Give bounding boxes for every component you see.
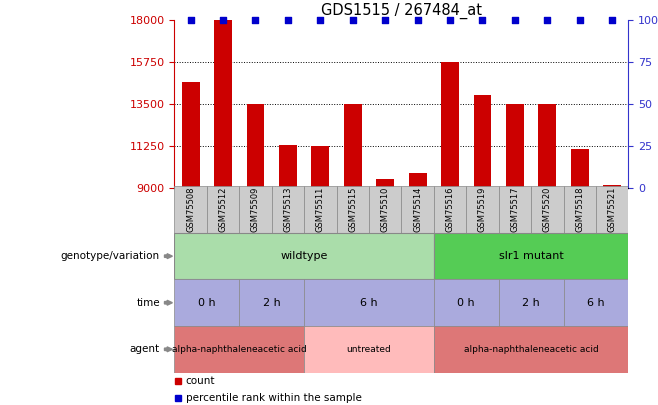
Point xyxy=(347,17,358,23)
Text: 0 h: 0 h xyxy=(457,298,475,308)
Bar xyxy=(214,20,232,188)
Bar xyxy=(441,62,459,188)
Bar xyxy=(409,173,426,188)
Point xyxy=(250,17,261,23)
Bar xyxy=(240,279,304,326)
Text: GSM75512: GSM75512 xyxy=(218,187,228,232)
Bar xyxy=(499,186,531,233)
Text: 2 h: 2 h xyxy=(263,298,280,308)
Bar xyxy=(247,104,265,188)
Bar xyxy=(571,149,589,188)
Text: genotype/variation: genotype/variation xyxy=(61,251,160,261)
Bar xyxy=(369,186,401,233)
Point xyxy=(574,17,585,23)
Text: 6 h: 6 h xyxy=(587,298,605,308)
Point xyxy=(607,17,617,23)
Text: GSM75511: GSM75511 xyxy=(316,187,325,232)
Point xyxy=(218,17,228,23)
Text: GSM75518: GSM75518 xyxy=(575,187,584,232)
Bar xyxy=(563,279,628,326)
Bar xyxy=(174,326,304,373)
Bar xyxy=(304,326,434,373)
Bar xyxy=(207,186,240,233)
Text: GSM75521: GSM75521 xyxy=(608,187,617,232)
Bar xyxy=(401,186,434,233)
Point xyxy=(445,17,455,23)
Point xyxy=(283,17,293,23)
Bar xyxy=(376,179,394,188)
Text: count: count xyxy=(186,376,215,386)
Bar xyxy=(506,104,524,188)
Bar xyxy=(304,279,434,326)
Text: GSM75515: GSM75515 xyxy=(348,187,357,232)
Bar xyxy=(499,279,563,326)
Bar xyxy=(174,279,240,326)
Text: GSM75510: GSM75510 xyxy=(381,187,390,232)
Text: agent: agent xyxy=(130,344,160,354)
Bar xyxy=(434,233,628,279)
Text: GSM75516: GSM75516 xyxy=(445,187,455,232)
Bar xyxy=(304,186,336,233)
Text: wildtype: wildtype xyxy=(280,251,328,261)
Point xyxy=(477,17,488,23)
Text: alpha-naphthaleneacetic acid: alpha-naphthaleneacetic acid xyxy=(172,345,307,354)
Bar xyxy=(434,326,628,373)
Bar xyxy=(563,186,596,233)
Text: time: time xyxy=(136,298,160,308)
Bar xyxy=(344,104,362,188)
Bar xyxy=(336,186,369,233)
Point xyxy=(315,17,326,23)
Bar xyxy=(596,186,628,233)
Bar xyxy=(182,82,199,188)
Bar xyxy=(603,185,621,188)
Bar xyxy=(474,95,492,188)
Text: GSM75514: GSM75514 xyxy=(413,187,422,232)
Point xyxy=(186,17,196,23)
Text: 6 h: 6 h xyxy=(360,298,378,308)
Text: GSM75513: GSM75513 xyxy=(284,187,292,232)
Title: GDS1515 / 267484_at: GDS1515 / 267484_at xyxy=(321,3,482,19)
Text: GSM75519: GSM75519 xyxy=(478,187,487,232)
Bar xyxy=(538,104,556,188)
Text: 2 h: 2 h xyxy=(522,298,540,308)
Text: slr1 mutant: slr1 mutant xyxy=(499,251,563,261)
Point xyxy=(413,17,423,23)
Point xyxy=(509,17,520,23)
Text: alpha-naphthaleneacetic acid: alpha-naphthaleneacetic acid xyxy=(464,345,599,354)
Text: GSM75509: GSM75509 xyxy=(251,187,260,232)
Bar xyxy=(434,279,499,326)
Text: untreated: untreated xyxy=(347,345,392,354)
Bar xyxy=(272,186,304,233)
Text: GSM75520: GSM75520 xyxy=(543,187,552,232)
Bar xyxy=(531,186,563,233)
Text: GSM75517: GSM75517 xyxy=(511,187,519,232)
Bar xyxy=(434,186,467,233)
Bar xyxy=(174,186,207,233)
Text: percentile rank within the sample: percentile rank within the sample xyxy=(186,393,361,403)
Text: 0 h: 0 h xyxy=(198,298,216,308)
Point xyxy=(380,17,390,23)
Bar xyxy=(174,233,434,279)
Point xyxy=(542,17,553,23)
Bar xyxy=(311,146,329,188)
Bar xyxy=(240,186,272,233)
Bar xyxy=(279,145,297,188)
Bar xyxy=(467,186,499,233)
Text: GSM75508: GSM75508 xyxy=(186,187,195,232)
